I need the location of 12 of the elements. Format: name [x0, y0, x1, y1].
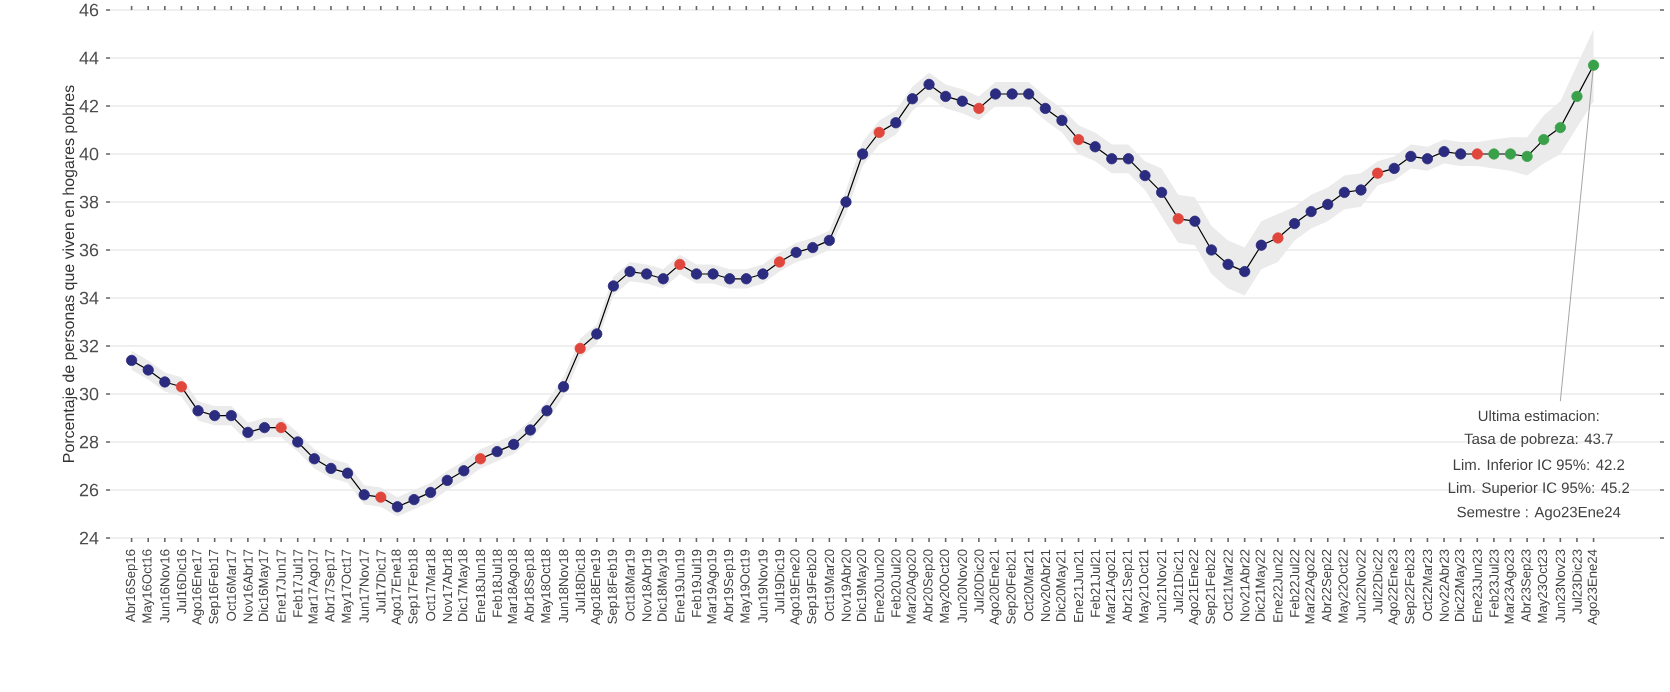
y-tick-label: 32: [79, 339, 99, 353]
y-tick-label: 40: [79, 147, 99, 161]
y-tick-label: 28: [79, 435, 99, 449]
y-tick-label: 46: [79, 3, 99, 17]
y-tick-label: 36: [79, 243, 99, 257]
y-tick-label: 44: [79, 51, 99, 65]
y-tick-label: 26: [79, 483, 99, 497]
y-tick-label: 34: [79, 291, 99, 305]
y-tick-label: 38: [79, 195, 99, 209]
y-tick-label: 42: [79, 99, 99, 113]
y-tick-label: 30: [79, 387, 99, 401]
y-tick-label: 24: [79, 531, 99, 545]
